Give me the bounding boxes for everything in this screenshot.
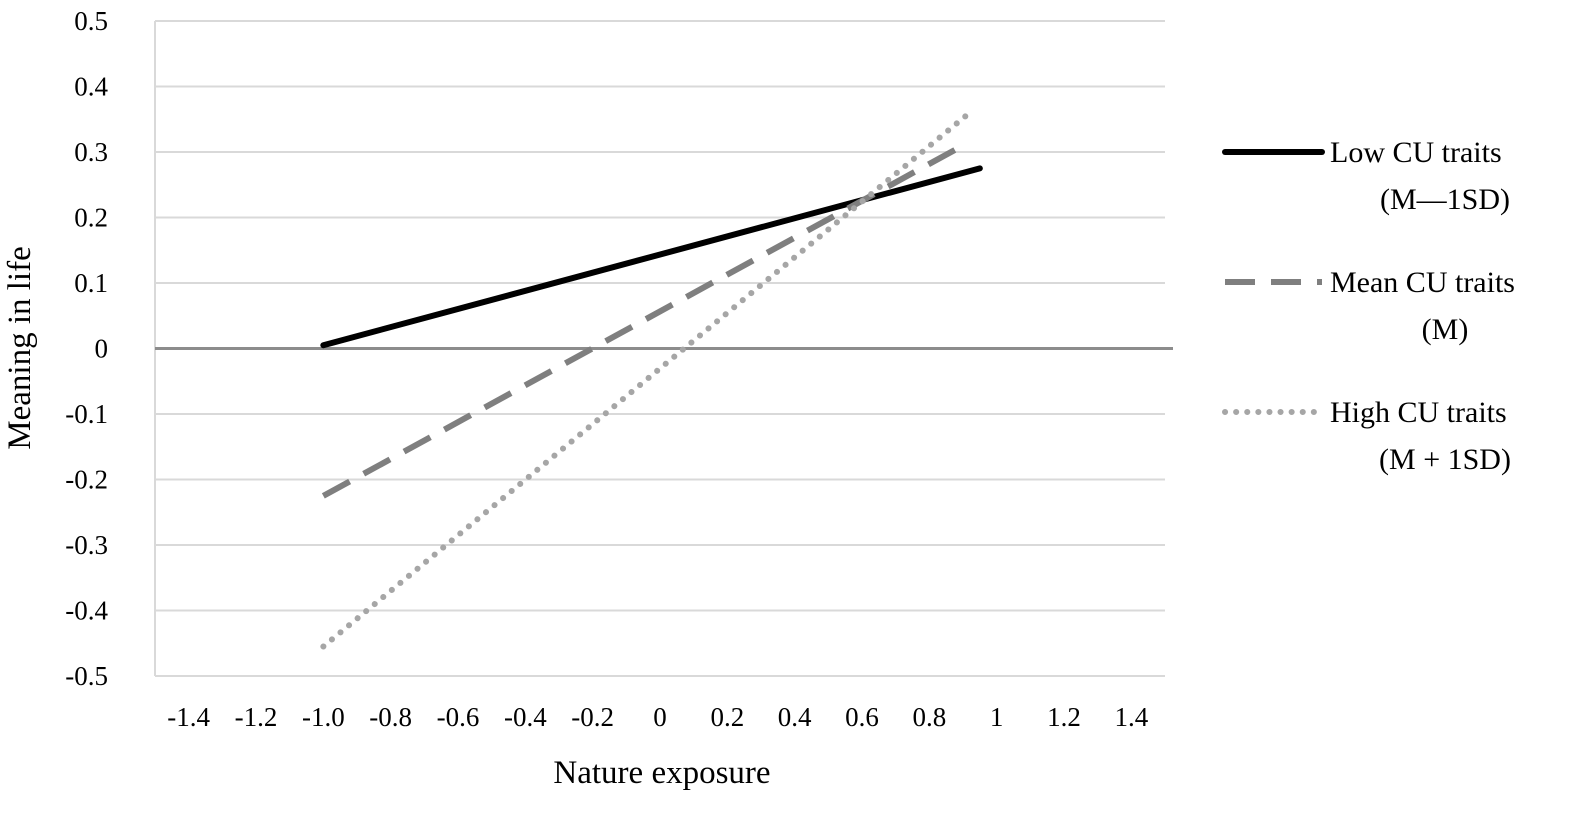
legend-sublabel: (M + 1SD) [1379, 443, 1511, 476]
y-axis-title: Meaning in life [2, 246, 38, 449]
axes [154, 21, 1173, 676]
x-tick-label: -0.2 [571, 702, 614, 732]
y-tick-label: -0.1 [65, 399, 108, 429]
x-tick-label: -0.4 [504, 702, 547, 732]
x-tick-label: 0 [653, 702, 667, 732]
y-tick-label: 0.2 [74, 203, 108, 233]
x-tick-label: 0.6 [845, 702, 879, 732]
x-tick-label: -0.6 [437, 702, 480, 732]
y-tick-label: 0.5 [74, 6, 108, 36]
legend-sublabel: (M—1SD) [1380, 183, 1510, 216]
x-tick-label: -1.0 [302, 702, 345, 732]
y-tick-label: -0.3 [65, 530, 108, 560]
x-tick-label: -1.4 [167, 702, 210, 732]
x-tick-label: -0.8 [369, 702, 412, 732]
series-lines [320, 109, 983, 650]
series-line-mean-cu-traits [321, 142, 965, 499]
y-tick-label: 0.4 [74, 72, 108, 102]
y-tick-label: -0.5 [65, 661, 108, 691]
x-axis-title: Nature exposure [553, 755, 770, 791]
x-tick-label: 0.8 [912, 702, 946, 732]
y-tick-label: 0.1 [74, 268, 108, 298]
x-tick-label: 1 [990, 702, 1004, 732]
y-tick-label: 0.3 [74, 137, 108, 167]
y-tick-label: -0.4 [65, 596, 108, 626]
legend-sublabel: (M) [1422, 313, 1469, 346]
legend-label: Mean CU traits [1330, 266, 1515, 299]
legend-label: Low CU traits [1330, 136, 1502, 169]
gridlines [155, 20, 1165, 677]
y-tick-label: 0 [95, 334, 109, 364]
legend: Low CU traits (M—1SD) Mean CU traits (M) Hig… [1222, 136, 1515, 476]
y-tick-label: -0.2 [65, 465, 108, 495]
series-line-high-cu-traits [320, 109, 973, 650]
y-tick-labels: 0.5 0.4 0.3 0.2 0.1 0 -0.1 -0.2 -0.3 -0.4 -0.5 [65, 6, 108, 691]
x-tick-label: 0.2 [710, 702, 744, 732]
x-tick-label: 1.4 [1114, 702, 1148, 732]
legend-label: High CU traits [1330, 396, 1507, 429]
x-tick-label: -1.2 [235, 702, 278, 732]
x-tick-label: 1.2 [1047, 702, 1081, 732]
x-tick-labels: -1.4 -1.2 -1.0 -0.8 -0.6 -0.4 -0.2 0 0.2 0.4 0.6 0.… [167, 702, 1148, 732]
x-tick-label: 0.4 [778, 702, 812, 732]
